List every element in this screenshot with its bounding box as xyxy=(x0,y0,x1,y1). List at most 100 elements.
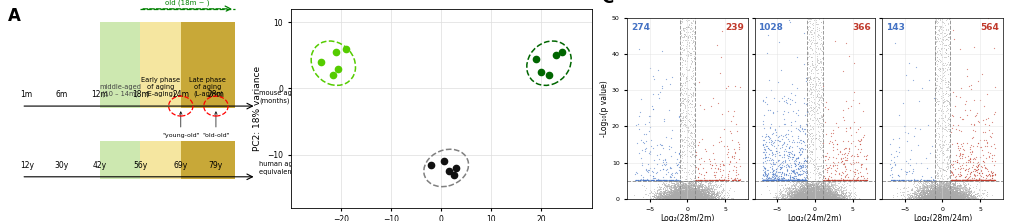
Point xyxy=(940,194,956,198)
Point xyxy=(717,179,734,183)
Point xyxy=(699,192,715,196)
Point xyxy=(672,188,688,192)
Point xyxy=(668,195,685,199)
Point xyxy=(930,196,947,199)
Point xyxy=(821,188,838,191)
Point xyxy=(776,183,793,187)
Point xyxy=(950,197,966,200)
Point xyxy=(942,193,958,197)
Point xyxy=(821,193,838,197)
Point xyxy=(689,192,705,196)
Point xyxy=(924,195,941,198)
Point xyxy=(833,179,849,182)
Point xyxy=(813,184,829,188)
Point xyxy=(970,179,986,182)
Point xyxy=(663,197,680,200)
Point xyxy=(796,162,812,165)
Point xyxy=(758,184,774,187)
Point xyxy=(964,194,980,198)
Point xyxy=(948,196,964,199)
Point xyxy=(910,195,926,199)
Point xyxy=(671,195,687,198)
Point xyxy=(685,92,701,96)
Point xyxy=(682,191,698,195)
Point xyxy=(947,189,963,193)
Point xyxy=(946,192,962,195)
Point xyxy=(835,193,851,197)
Point xyxy=(683,76,699,80)
Point xyxy=(688,188,704,191)
Point xyxy=(933,102,950,105)
Point xyxy=(690,197,706,200)
Point xyxy=(686,174,702,177)
Point xyxy=(798,190,814,194)
Point xyxy=(672,196,688,200)
Point xyxy=(678,197,694,200)
Point xyxy=(794,194,810,198)
Point xyxy=(772,197,789,200)
Point xyxy=(679,189,695,193)
Point xyxy=(684,193,700,196)
Point xyxy=(883,165,900,169)
Point xyxy=(803,194,819,198)
Point xyxy=(803,195,819,199)
Point xyxy=(687,187,703,191)
Point xyxy=(791,179,807,182)
Point xyxy=(807,196,823,200)
Point xyxy=(663,186,680,190)
Point xyxy=(803,192,819,195)
Point xyxy=(647,179,663,182)
Point xyxy=(812,196,828,199)
Point xyxy=(937,194,954,197)
Point xyxy=(784,196,800,200)
Point xyxy=(663,194,680,198)
Point xyxy=(924,192,941,196)
Point xyxy=(678,193,694,196)
Point xyxy=(936,142,953,146)
Point xyxy=(933,197,950,201)
Point xyxy=(675,190,691,194)
Point xyxy=(674,182,690,185)
Point xyxy=(688,195,704,198)
Point xyxy=(661,197,678,200)
Point xyxy=(675,195,691,199)
Point xyxy=(681,184,697,188)
Point xyxy=(916,192,932,195)
Point xyxy=(950,194,966,198)
Point xyxy=(673,150,689,153)
Point xyxy=(936,196,953,200)
Point xyxy=(803,192,819,195)
Point xyxy=(821,190,838,193)
Point xyxy=(818,187,835,190)
Point xyxy=(826,192,843,196)
Point xyxy=(682,192,698,196)
Point xyxy=(674,197,690,200)
Point xyxy=(688,195,704,198)
Point xyxy=(927,192,944,196)
Point xyxy=(663,76,680,79)
Point xyxy=(934,185,951,189)
Point xyxy=(689,196,705,200)
Point xyxy=(925,193,942,197)
Point xyxy=(819,196,836,200)
Point xyxy=(682,196,698,199)
Point xyxy=(787,194,803,198)
Point xyxy=(921,189,937,193)
Point xyxy=(790,191,806,194)
Point xyxy=(678,196,694,200)
Point xyxy=(685,192,701,196)
Point xyxy=(637,167,653,171)
Point xyxy=(799,194,815,198)
Point xyxy=(671,196,687,199)
Point xyxy=(948,141,964,145)
Point xyxy=(674,197,690,200)
Point xyxy=(945,188,961,191)
Point xyxy=(937,195,954,199)
Point xyxy=(804,87,820,91)
Point xyxy=(798,195,814,198)
Point xyxy=(799,110,815,114)
Point xyxy=(700,179,716,183)
Point xyxy=(817,197,834,200)
Point xyxy=(936,196,953,199)
Point xyxy=(667,196,684,200)
